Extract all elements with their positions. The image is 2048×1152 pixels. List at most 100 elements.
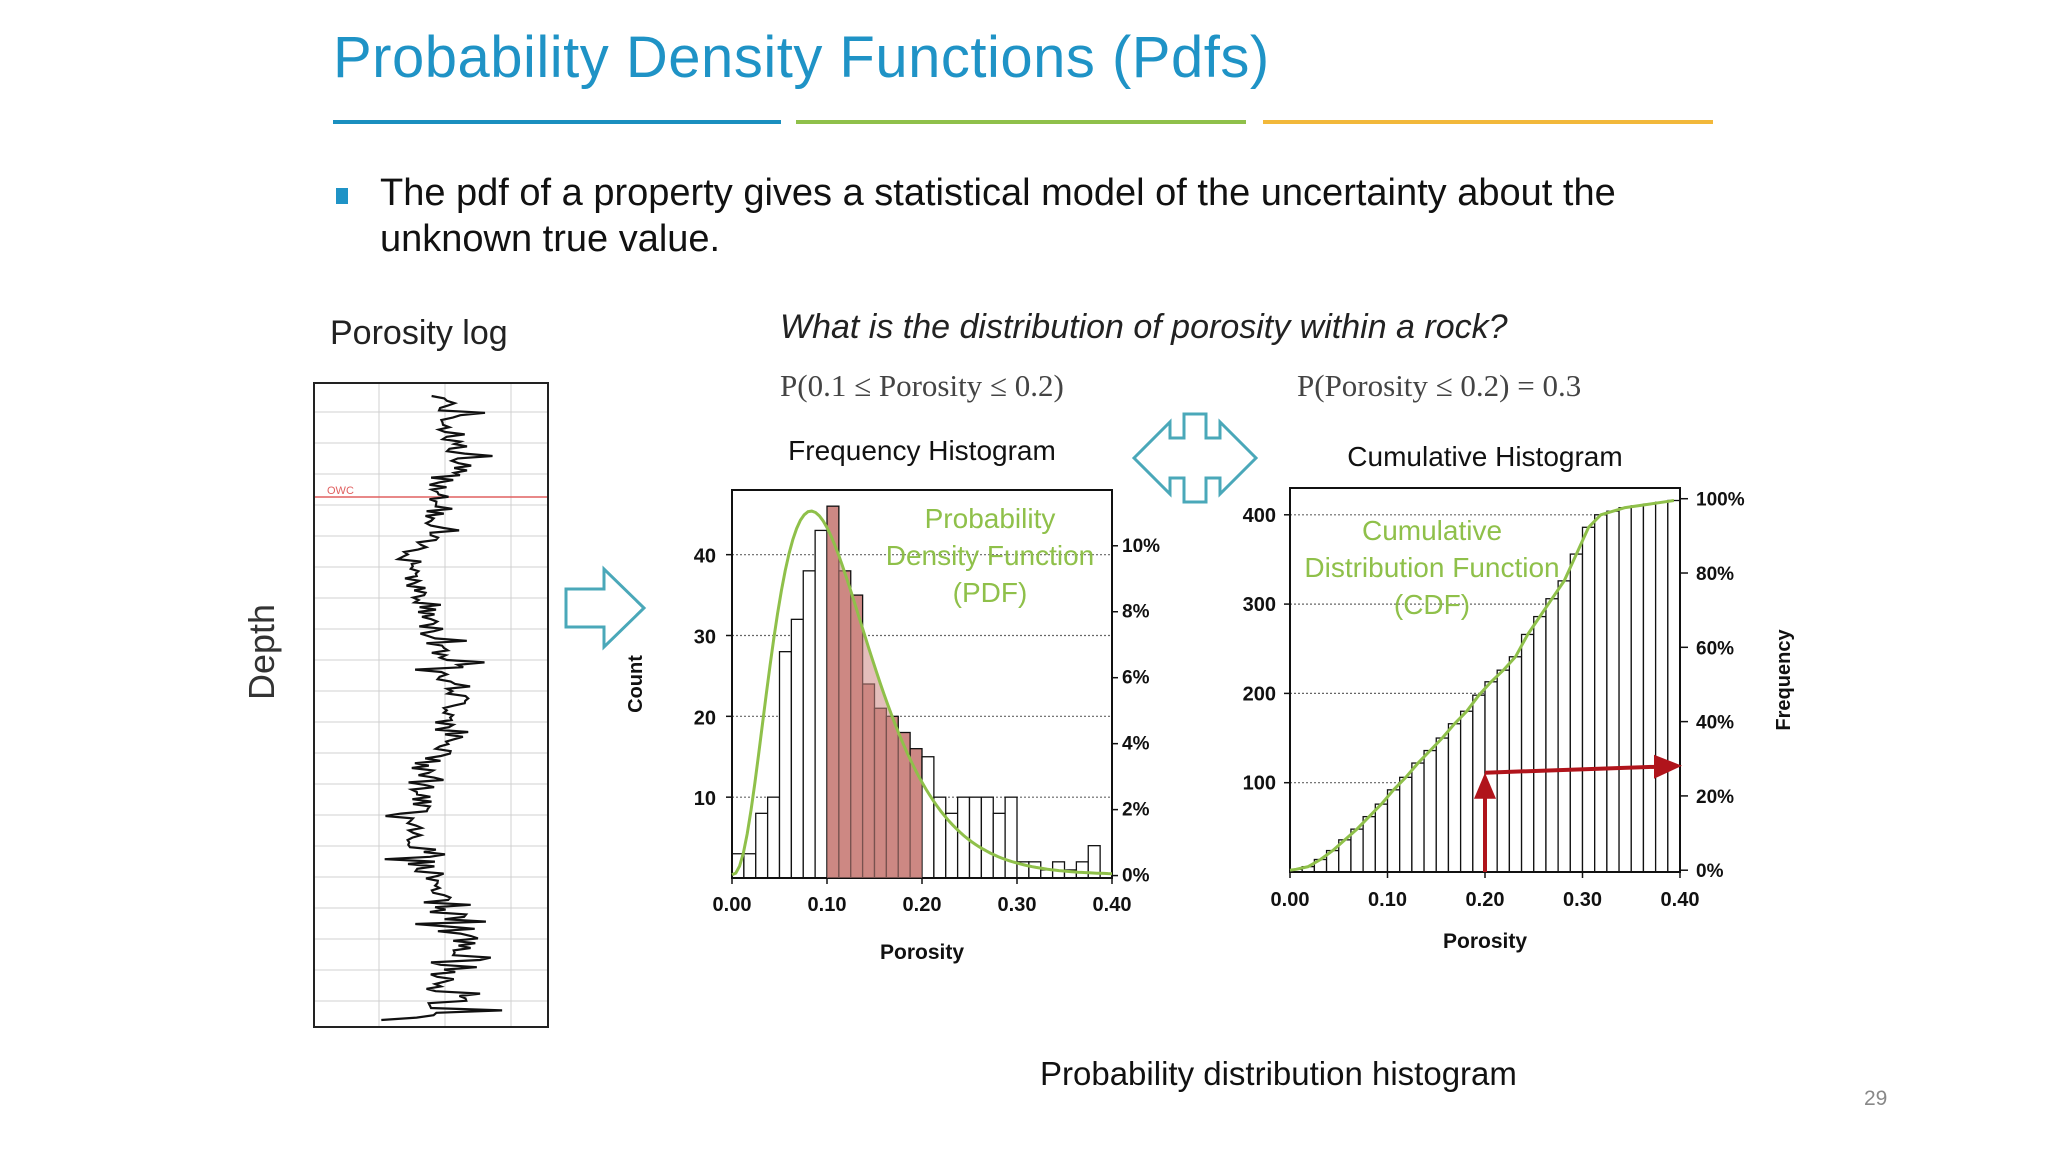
cum-ytick-label: 400	[1243, 505, 1276, 527]
cum-xtick-label: 0.00	[1271, 889, 1310, 911]
pdf-curve-label: Probability	[925, 503, 1056, 534]
cum-bar	[1520, 633, 1535, 873]
cum-bar	[1618, 506, 1632, 873]
freq-y2tick-label: 8%	[1122, 602, 1150, 623]
freq-yaxis-label: Count	[625, 655, 647, 713]
cum-bar	[1386, 789, 1401, 873]
question-text: What is the distribution of porosity wit…	[780, 308, 1508, 346]
freq-bar	[755, 812, 769, 879]
title-rule-blue	[333, 120, 781, 124]
pdf-shaded-area	[827, 527, 922, 878]
cum-bar	[1569, 553, 1584, 873]
title-rule-gold	[1263, 120, 1713, 124]
freq-bar	[814, 529, 828, 879]
cum-bar	[1459, 710, 1474, 873]
cum-bar	[1533, 615, 1547, 873]
freq-y2tick-label: 6%	[1122, 668, 1150, 689]
cum-bar	[1545, 598, 1559, 873]
cum-xaxis-label: Porosity	[1443, 930, 1527, 953]
cdf-arrow-head-up	[1474, 772, 1496, 799]
cdf-arrow-head-right	[1654, 754, 1682, 779]
right-arrow-icon	[564, 565, 647, 651]
freq-y2tick-label: 2%	[1122, 800, 1150, 821]
owc-marker: OWC	[327, 485, 354, 497]
bullet-text: The pdf of a property gives a statistica…	[380, 172, 1616, 260]
title-rule-green	[796, 120, 1246, 124]
cum-bar	[1557, 580, 1571, 873]
cum-bar	[1350, 828, 1364, 873]
cum-bar	[1654, 501, 1669, 873]
cdf-curve-label: Distribution Function	[1304, 552, 1559, 583]
cum-bar	[1581, 526, 1596, 873]
pdf-curve-label: (PDF)	[953, 577, 1028, 608]
cum-y2tick-label: 0%	[1696, 861, 1724, 882]
freq-xtick-label: 0.10	[808, 894, 847, 916]
pdf-curve-label: Density Function	[886, 540, 1095, 571]
freq-bar	[802, 570, 816, 879]
cum-ytick-label: 300	[1243, 594, 1276, 616]
cum-bar	[1594, 514, 1608, 873]
cumulative-histogram: Cumulative Histogram Cumulative Distributi…	[1243, 441, 1795, 953]
figure-caption: Probability distribution histogram	[1040, 1055, 1517, 1092]
slide-title: Probability Density Functions (Pdfs)	[333, 25, 1270, 90]
cum-bar	[1423, 749, 1437, 873]
cum-y2tick-label: 60%	[1696, 638, 1734, 659]
cum-ytick-label: 200	[1243, 683, 1276, 705]
freq-bar	[766, 796, 781, 879]
depth-label: Depth	[241, 603, 282, 700]
double-arrow-icon	[1131, 412, 1259, 504]
freq-y2tick-label: 10%	[1122, 536, 1160, 557]
freq-bar	[992, 812, 1006, 879]
cum-bar	[1362, 815, 1376, 873]
cum-yaxis-label: Frequency	[1773, 629, 1795, 731]
cum-bar	[1667, 499, 1681, 873]
freq-xaxis-label: Porosity	[880, 941, 964, 964]
freq-ytick-label: 10	[694, 788, 716, 810]
frequency-histogram: Frequency Histogram Probability Density Fu…	[625, 435, 1160, 964]
pdf-curve	[731, 509, 1113, 877]
bullet-marker	[336, 188, 348, 204]
freq-ytick-label: 20	[694, 707, 716, 729]
formula-right: P(Porosity ≤ 0.2) = 0.3	[1297, 368, 1582, 403]
freq-bar	[968, 796, 983, 879]
cum-xtick-label: 0.40	[1661, 889, 1700, 911]
freq-bar	[1004, 796, 1018, 879]
freq-bar	[1075, 861, 1089, 879]
porosity-log-trace	[381, 394, 503, 1022]
freq-bar	[790, 618, 804, 879]
freq-xtick-label: 0.40	[1093, 894, 1132, 916]
cum-bar	[1508, 656, 1523, 873]
cum-y2tick-label: 80%	[1696, 564, 1734, 585]
cum-bar	[1374, 803, 1389, 873]
freq-bar	[743, 853, 757, 879]
freq-y2tick-label: 0%	[1122, 866, 1150, 887]
cdf-curve-label: Cumulative	[1362, 515, 1502, 546]
freq-y2tick-label: 4%	[1122, 734, 1150, 755]
porosity-log: OWC	[313, 382, 549, 1028]
cum-ytick-label: 100	[1243, 773, 1276, 795]
freq-bar	[1028, 861, 1042, 879]
freq-xtick-label: 0.20	[903, 894, 942, 916]
formula-left: P(0.1 ≤ Porosity ≤ 0.2)	[780, 368, 1064, 403]
porosity-log-title: Porosity log	[330, 314, 508, 352]
freq-bar	[921, 756, 935, 879]
freq-bar	[980, 796, 994, 879]
page-number: 29	[1864, 1087, 1888, 1110]
cum-bar	[1630, 505, 1645, 873]
cum-bar	[1606, 510, 1620, 873]
cum-xtick-label: 0.30	[1563, 889, 1602, 911]
cdf-arrow-horizontal	[1484, 764, 1659, 775]
cdf-curve-label: (CDF)	[1394, 589, 1470, 620]
cum-bar	[1435, 737, 1450, 873]
freq-ytick-label: 30	[694, 627, 716, 649]
cum-xtick-label: 0.10	[1368, 889, 1407, 911]
cum-bar	[1399, 776, 1413, 873]
freq-xtick-label: 0.00	[713, 894, 752, 916]
frequency-histogram-title: Frequency Histogram	[788, 435, 1056, 466]
cum-xtick-label: 0.20	[1466, 889, 1505, 911]
freq-ytick-label: 40	[694, 546, 716, 568]
cum-bar	[1411, 762, 1425, 873]
cum-bar	[1447, 723, 1462, 873]
cum-y2tick-label: 40%	[1696, 713, 1734, 734]
cum-y2tick-label: 100%	[1696, 490, 1745, 511]
